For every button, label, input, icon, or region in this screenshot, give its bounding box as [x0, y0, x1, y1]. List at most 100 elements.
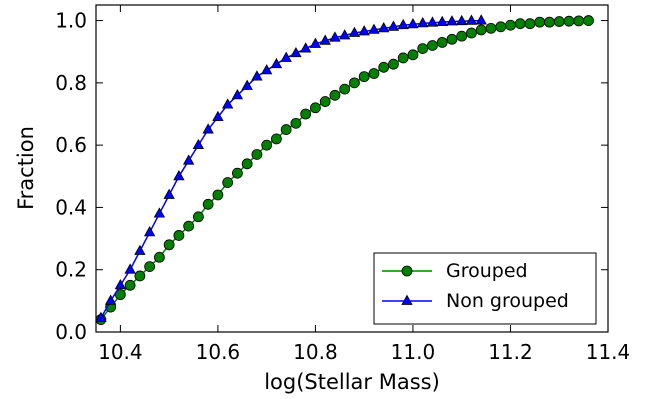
data-point-grouped: [417, 43, 429, 54]
data-point-grouped: [329, 89, 341, 101]
axis-ticks: 10.4 10.6 10.8 11.0 11.2 11.4 0.0 0.2 0.4 0.6 0.8 1…: [55, 5, 630, 364]
data-point-non-grouped: [446, 15, 458, 26]
y-tick-label: 0.4: [55, 195, 87, 219]
data-point-grouped: [505, 19, 516, 31]
data-point-grouped: [583, 15, 594, 26]
data-point-non-grouped: [348, 26, 361, 37]
data-point-non-grouped: [260, 64, 273, 75]
data-point-non-grouped: [368, 23, 380, 34]
data-point-grouped: [183, 220, 195, 232]
data-point-non-grouped: [270, 57, 283, 69]
data-point-non-grouped: [212, 110, 224, 122]
data-point-grouped: [475, 24, 487, 36]
data-point-non-grouped: [280, 51, 292, 62]
data-point-grouped: [319, 96, 331, 107]
x-tick-label: 10.6: [196, 340, 241, 364]
data-point-non-grouped: [143, 226, 156, 237]
data-point-grouped: [534, 16, 546, 28]
data-point-non-grouped: [407, 17, 419, 29]
data-point-grouped: [144, 261, 156, 273]
data-point-grouped: [222, 177, 234, 188]
data-point-non-grouped: [182, 154, 195, 165]
plot-area: [95, 14, 594, 325]
data-point-non-grouped: [436, 15, 448, 27]
axes-frame: [95, 4, 609, 333]
data-point-grouped: [485, 22, 497, 34]
data-point-grouped: [456, 30, 468, 42]
data-point-non-grouped: [387, 20, 400, 31]
x-tick-label: 11.4: [586, 340, 631, 364]
x-axis-label: log(Stellar Mass): [264, 370, 440, 394]
data-point-grouped: [153, 251, 165, 263]
data-point-grouped: [397, 52, 409, 64]
x-tick-label: 10.4: [98, 340, 143, 364]
data-point-grouped: [524, 18, 536, 30]
data-point-grouped: [251, 149, 263, 160]
y-tick-label: 1.0: [55, 9, 87, 33]
data-point-grouped: [232, 167, 243, 179]
data-point-grouped: [514, 18, 526, 30]
data-point-non-grouped: [241, 79, 253, 90]
legend-label-non-grouped: Non grouped: [446, 290, 569, 312]
data-point-grouped: [192, 211, 204, 223]
x-tick-label: 11.0: [391, 340, 436, 364]
data-point-grouped: [212, 189, 224, 201]
data-point-grouped: [241, 158, 253, 170]
data-point-grouped: [544, 16, 555, 28]
data-point-non-grouped: [221, 98, 234, 109]
data-point-non-grouped: [397, 18, 409, 30]
data-point-non-grouped: [104, 294, 117, 305]
legend-box: [373, 252, 597, 325]
data-point-grouped: [124, 279, 136, 291]
data-point-non-grouped: [378, 22, 390, 33]
data-point-grouped: [388, 58, 399, 70]
data-point-non-grouped: [319, 34, 331, 45]
data-point-non-grouped: [231, 88, 244, 100]
data-point-grouped: [427, 40, 438, 51]
data-point-non-grouped: [456, 14, 468, 26]
data-point-non-grouped: [290, 46, 302, 58]
y-tick-label: 0.8: [55, 71, 87, 95]
data-point-grouped: [339, 83, 351, 95]
data-point-grouped: [573, 15, 585, 27]
data-point-non-grouped: [124, 263, 136, 274]
data-point-grouped: [436, 36, 448, 48]
y-axis-label: Fraction: [14, 126, 38, 210]
data-point-non-grouped: [114, 278, 127, 290]
y-tick-label: 0.0: [55, 320, 87, 344]
data-point-grouped: [173, 230, 185, 241]
series-line-non-grouped: [100, 19, 482, 319]
legend-marker-non-grouped: [401, 294, 413, 305]
data-point-grouped: [368, 68, 380, 79]
legend-label-grouped: Grouped: [446, 260, 528, 282]
data-point-non-grouped: [251, 70, 263, 81]
data-point-grouped: [202, 198, 214, 210]
data-point-grouped: [407, 49, 419, 61]
data-point-non-grouped: [339, 29, 351, 40]
y-tick-label: 0.6: [55, 133, 87, 157]
data-point-grouped: [466, 27, 477, 39]
data-point-grouped: [271, 133, 282, 145]
data-point-grouped: [358, 71, 370, 83]
data-point-grouped: [290, 117, 302, 129]
data-point-grouped: [446, 33, 458, 45]
data-point-grouped: [563, 15, 575, 27]
data-point-non-grouped: [465, 14, 478, 25]
data-point-non-grouped: [300, 42, 312, 53]
data-point-grouped: [378, 61, 390, 73]
data-point-non-grouped: [475, 14, 487, 25]
data-point-non-grouped: [173, 169, 185, 181]
data-point-grouped: [163, 239, 175, 251]
data-point-non-grouped: [153, 207, 166, 218]
legend-marker-grouped: [401, 265, 413, 277]
data-point-non-grouped: [426, 16, 439, 27]
data-point-grouped: [261, 139, 273, 151]
data-point-non-grouped: [358, 25, 370, 36]
data-point-grouped: [349, 77, 360, 89]
data-point-non-grouped: [192, 138, 205, 150]
y-tick-label: 0.2: [55, 258, 87, 282]
x-tick-label: 10.8: [293, 340, 338, 364]
data-point-non-grouped: [163, 188, 175, 199]
data-point-grouped: [310, 102, 321, 114]
